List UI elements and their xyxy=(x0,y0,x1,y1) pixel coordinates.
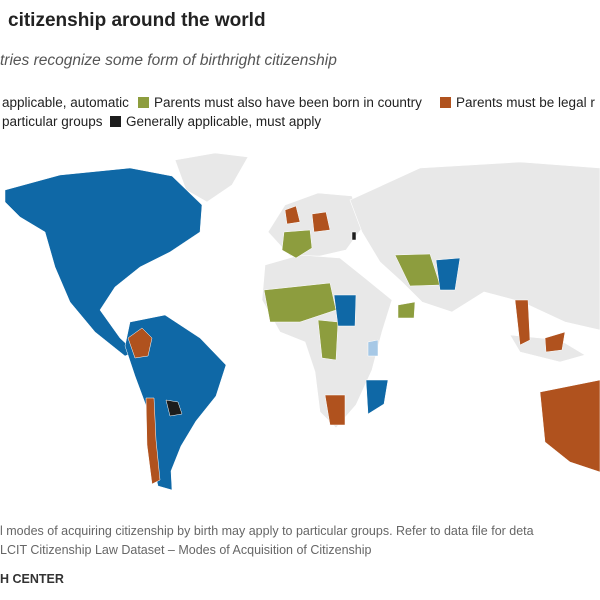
legend-label: particular groups xyxy=(2,114,103,129)
legend-label: Parents must be legal r xyxy=(456,95,595,110)
region xyxy=(514,299,531,346)
region xyxy=(365,379,389,415)
region xyxy=(367,339,379,357)
region xyxy=(127,327,153,359)
region xyxy=(311,211,331,233)
world-map xyxy=(4,152,600,491)
region xyxy=(317,319,339,361)
source: LCIT Citizenship Law Dataset – Modes of … xyxy=(0,543,372,557)
region xyxy=(165,399,183,417)
legend-item: Parents must also have been born in coun… xyxy=(138,95,422,110)
legend-swatch xyxy=(110,116,121,127)
legend-label: applicable, automatic xyxy=(2,95,129,110)
legend-item: Generally applicable, must apply xyxy=(110,114,321,129)
region xyxy=(281,229,313,259)
region xyxy=(324,394,346,426)
legend-label: Generally applicable, must apply xyxy=(126,114,322,129)
region xyxy=(145,397,161,485)
subtitle: tries recognize some form of birthright … xyxy=(0,52,337,69)
legend-item: Parents must be legal r xyxy=(440,95,595,110)
region xyxy=(397,301,416,319)
land xyxy=(349,161,600,331)
region xyxy=(263,282,337,323)
legend-label: Parents must also have been born in coun… xyxy=(154,95,422,110)
note: l modes of acquiring citizenship by birt… xyxy=(0,524,534,538)
credit: H CENTER xyxy=(0,572,64,586)
region xyxy=(284,205,301,225)
region xyxy=(435,257,461,291)
legend-item: particular groups xyxy=(0,114,103,129)
region xyxy=(4,167,203,357)
legend-swatch xyxy=(138,97,149,108)
legend-swatch xyxy=(440,97,451,108)
region xyxy=(351,231,357,241)
title: citizenship around the world xyxy=(8,10,266,31)
region xyxy=(539,379,600,473)
legend-item: applicable, automatic xyxy=(0,95,129,110)
region xyxy=(544,331,566,353)
region xyxy=(333,294,357,327)
